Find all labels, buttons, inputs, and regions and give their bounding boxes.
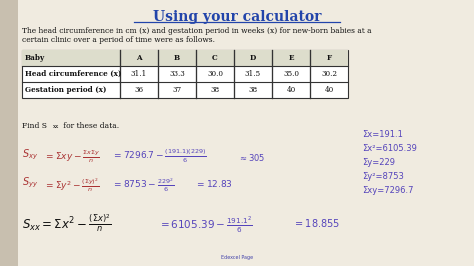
Text: A: A	[136, 54, 142, 62]
Text: 33.3: 33.3	[169, 70, 185, 78]
Bar	[22, 50, 348, 66]
Text: Gestation period (x): Gestation period (x)	[25, 86, 107, 94]
Text: certain clinic over a period of time were as follows.: certain clinic over a period of time wer…	[22, 36, 215, 44]
Text: Σy=229: Σy=229	[362, 158, 395, 167]
Text: 40: 40	[324, 86, 334, 94]
Text: B: B	[174, 54, 180, 62]
Text: The head circumference in cm (x) and gestation period in weeks (x) for new-born : The head circumference in cm (x) and ges…	[22, 27, 372, 35]
Text: 30.2: 30.2	[321, 70, 337, 78]
Text: Head circumference (x): Head circumference (x)	[25, 70, 121, 78]
Text: C: C	[212, 54, 218, 62]
Text: 30.0: 30.0	[207, 70, 223, 78]
Text: $= 12.83$: $= 12.83$	[195, 178, 233, 189]
Bar	[22, 50, 348, 98]
Text: 38: 38	[210, 86, 219, 94]
Text: Using your calculator: Using your calculator	[153, 10, 321, 24]
Text: Edexcel Page: Edexcel Page	[221, 255, 253, 260]
Text: for these data.: for these data.	[61, 122, 119, 130]
Text: $= 7296.7 - \frac{(191.1)(229)}{6}$: $= 7296.7 - \frac{(191.1)(229)}{6}$	[112, 148, 207, 165]
Text: 35.0: 35.0	[283, 70, 299, 78]
Text: 31.5: 31.5	[245, 70, 261, 78]
Text: $= \Sigma xy - \frac{\Sigma x \Sigma y}{n}$: $= \Sigma xy - \frac{\Sigma x \Sigma y}{…	[44, 148, 100, 165]
Text: 36: 36	[135, 86, 144, 94]
Text: xx: xx	[53, 124, 59, 129]
Text: $= 18.855$: $= 18.855$	[293, 217, 340, 229]
Text: 31.1: 31.1	[131, 70, 147, 78]
Text: $S_{xy}$: $S_{xy}$	[22, 148, 38, 163]
Text: Σx=191.1: Σx=191.1	[362, 130, 403, 139]
Text: $S_{yy}$: $S_{yy}$	[22, 176, 38, 190]
Text: D: D	[250, 54, 256, 62]
Text: $= 6105.39 - \frac{191.1^2}{6}$: $= 6105.39 - \frac{191.1^2}{6}$	[158, 215, 253, 235]
Bar	[0, 0, 18, 266]
Text: Baby: Baby	[25, 54, 45, 62]
Text: F: F	[327, 54, 331, 62]
Text: $\approx 305$: $\approx 305$	[238, 152, 265, 163]
Text: 38: 38	[248, 86, 257, 94]
Text: Σx²=6105.39: Σx²=6105.39	[362, 144, 417, 153]
Text: 37: 37	[173, 86, 182, 94]
Text: 40: 40	[286, 86, 296, 94]
Text: E: E	[288, 54, 294, 62]
Text: $= \Sigma y^2 - \frac{(\Sigma y)^2}{n}$: $= \Sigma y^2 - \frac{(\Sigma y)^2}{n}$	[44, 176, 100, 194]
Text: $S_{xx} = \Sigma x^2 - \frac{(\Sigma x)^2}{n}$: $S_{xx} = \Sigma x^2 - \frac{(\Sigma x)^…	[22, 213, 111, 234]
Text: Σy²=8753: Σy²=8753	[362, 172, 404, 181]
Text: Find S: Find S	[22, 122, 47, 130]
Text: Σxy=7296.7: Σxy=7296.7	[362, 186, 413, 195]
Text: $= 8753 - \frac{229^2}{6}$: $= 8753 - \frac{229^2}{6}$	[112, 176, 174, 194]
